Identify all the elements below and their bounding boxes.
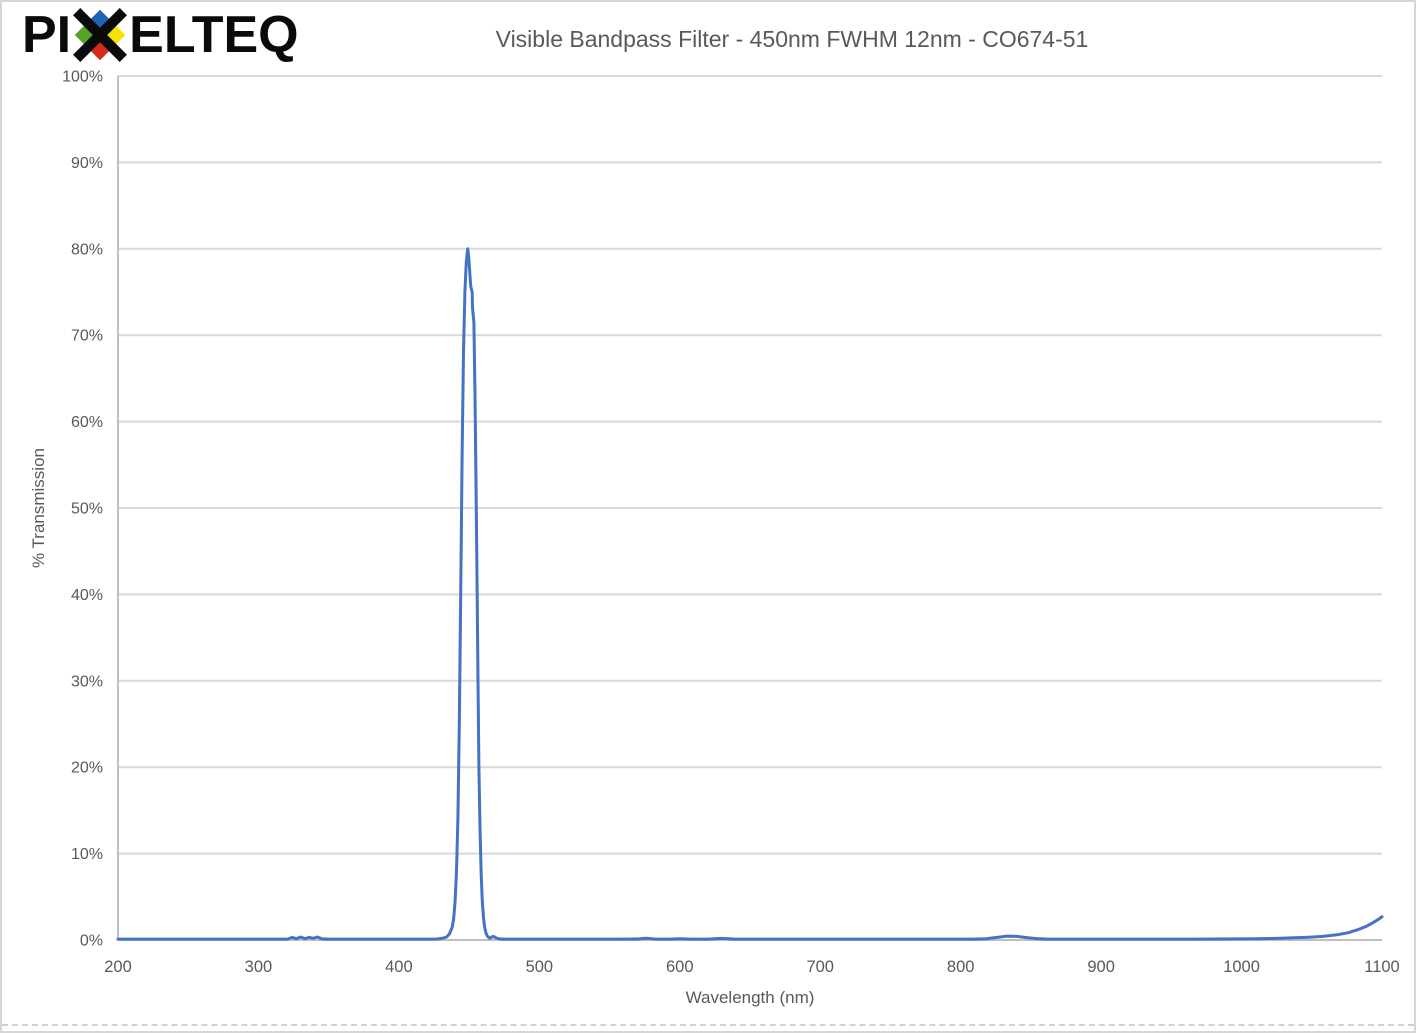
x-axis-title: Wavelength (nm)	[686, 988, 815, 1007]
pixelteq-logo: PI ELTEQ	[22, 6, 299, 64]
y-tick-label: 50%	[71, 501, 103, 518]
y-tick-label: 60%	[71, 414, 103, 431]
x-tick-label: 200	[104, 958, 132, 976]
x-tick-label: 500	[526, 958, 554, 976]
x-tick-label: 800	[947, 958, 975, 976]
transmission-line	[116, 247, 1384, 941]
y-tick-label: 30%	[71, 673, 103, 690]
y-axis-title: % Transmission	[29, 448, 48, 568]
x-tick-label: 1100	[1364, 958, 1399, 976]
x-tick-label: 600	[666, 958, 694, 976]
y-tick-label: 0%	[80, 933, 103, 950]
pixelteq-x-icon	[73, 8, 128, 62]
x-tick-label: 300	[245, 958, 273, 976]
page-break-dashed-line	[2, 1024, 1414, 1026]
x-tick-label: 1000	[1223, 958, 1260, 976]
x-black-strokes	[73, 8, 128, 62]
y-tick-label: 20%	[71, 760, 103, 777]
chart-title: Visible Bandpass Filter - 450nm FWHM 12n…	[495, 26, 1089, 52]
logo-text-pi: PI	[22, 6, 72, 64]
y-tick-label: 10%	[71, 846, 103, 863]
y-tick-label: 80%	[71, 241, 103, 258]
y-tick-label: 70%	[71, 328, 103, 345]
x-tick-label: 900	[1087, 958, 1115, 976]
x-tick-label: 400	[385, 958, 413, 976]
y-tick-label: 40%	[71, 587, 103, 604]
y-tick-label: 90%	[71, 155, 103, 172]
x-tick-label: 700	[806, 958, 834, 976]
logo-text-elteq: ELTEQ	[129, 6, 299, 64]
y-tick-label: 100%	[62, 69, 103, 86]
